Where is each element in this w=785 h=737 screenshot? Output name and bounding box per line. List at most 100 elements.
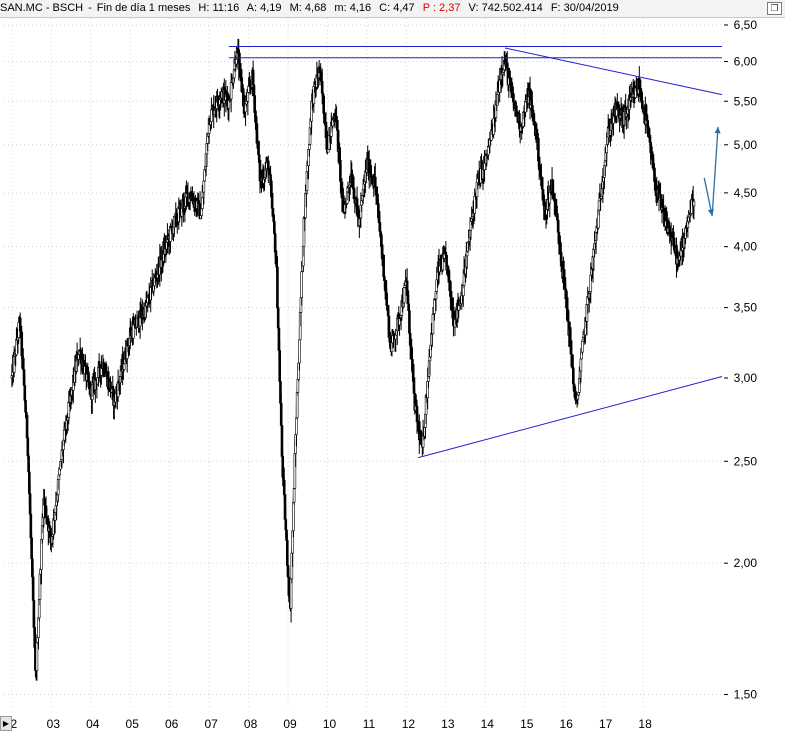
candle-body	[405, 280, 409, 296]
chart-header: SAN.MC - BSCH - Fin de día 1 meses H: 11:1…	[0, 0, 785, 18]
candle-body	[289, 578, 293, 609]
candle-body	[30, 537, 33, 560]
trend-line	[504, 47, 723, 96]
high-value: 4,68	[304, 2, 327, 14]
candle-body	[292, 501, 295, 532]
symbol-label: SAN.MC - BSCH	[0, 2, 84, 14]
period-label: Fin de día 1 meses	[96, 2, 191, 14]
candle-body	[235, 58, 238, 65]
price-chart: 6,50 6,00 5,50 5,00 4,50 4,00 3,50 3,00 2,50 2,00…	[4, 18, 757, 710]
time-value: 11:16	[212, 2, 240, 14]
y-tick-label: 5,50	[734, 94, 758, 108]
candle-body	[373, 176, 377, 188]
p-value: 2,37	[439, 2, 461, 14]
chart-area: 6,50 6,00 5,50 5,00 4,50 4,00 3,50 3,00 2,50 2,00…	[0, 18, 785, 714]
close-label: C:	[379, 2, 391, 14]
date-value: 30/04/2019	[563, 2, 619, 14]
x-tick-label: 11	[363, 717, 376, 731]
candle-body	[279, 402, 283, 426]
candle-body	[202, 180, 206, 193]
candle-body	[21, 357, 25, 370]
x-tick-label: 10	[323, 717, 337, 731]
candle-body	[49, 527, 52, 538]
x-tick-label: 03	[47, 717, 61, 731]
candle-body	[565, 290, 568, 309]
projection-arrow	[703, 126, 719, 216]
annotations	[228, 46, 723, 459]
volume-value: 742.502.414	[481, 2, 543, 14]
candle-body	[292, 488, 296, 503]
y-tick-label: 2,50	[734, 454, 758, 468]
x-tick-label: 09	[283, 717, 297, 731]
x-tick-label: 04	[86, 717, 100, 731]
trend-line	[418, 376, 723, 459]
y-tick-label: 5,00	[734, 138, 758, 152]
low-label: m:	[334, 2, 347, 14]
y-tick-label: 6,50	[734, 18, 758, 32]
candle-body	[295, 391, 299, 419]
y-tick-label: 1,50	[734, 688, 758, 702]
x-tick-label: 15	[520, 717, 534, 731]
y-tick-label: 2,00	[734, 556, 758, 570]
candle-body	[300, 271, 303, 299]
x-tick-label: 2	[11, 717, 18, 731]
y-tick-label: 6,00	[734, 55, 758, 69]
candle-body	[238, 63, 242, 71]
y-tick-label: 4,00	[734, 240, 758, 254]
candle-body	[298, 339, 301, 364]
candle-body	[410, 347, 414, 360]
scroll-left-button[interactable]: ▶	[0, 716, 12, 731]
candle-body	[387, 315, 391, 338]
x-tick-label: 08	[244, 717, 258, 731]
candle-body	[201, 197, 204, 209]
restore-window-button[interactable]: ❐	[767, 2, 782, 15]
y-tick-label: 3,50	[734, 301, 758, 315]
x-axis-bar: ▶ 2 03 04 05 06 07 08 09 10 11 12 13 14 15 16 17 18	[0, 714, 785, 732]
open-label: A:	[246, 2, 258, 14]
candle-body	[339, 160, 342, 182]
candle-body	[336, 119, 339, 131]
candle-body	[210, 109, 213, 122]
x-tick-label: 13	[441, 717, 455, 731]
arrow-head-icon	[714, 126, 721, 134]
x-tick-label: 16	[560, 717, 574, 731]
x-tick-label: 14	[481, 717, 495, 731]
candle-body	[35, 642, 39, 671]
date-label: F:	[550, 2, 561, 14]
candle-body	[402, 287, 406, 304]
candle-body	[295, 417, 298, 435]
x-tick-label: 07	[204, 717, 218, 731]
candle-body	[597, 200, 601, 211]
separator: -	[88, 2, 92, 14]
y-tick-label: 4,50	[734, 186, 758, 200]
x-tick-label: 12	[402, 717, 416, 731]
x-tick-label: 05	[126, 717, 140, 731]
x-tick-label: 06	[165, 717, 179, 731]
candle-body	[562, 269, 566, 285]
high-label: M:	[289, 2, 302, 14]
candle-body	[431, 314, 435, 335]
candle-body	[394, 334, 398, 340]
candle-body	[40, 538, 43, 570]
candle-body	[355, 198, 359, 209]
open-value: 4,19	[260, 2, 282, 14]
arrow-head-icon	[707, 208, 714, 216]
candle-body	[276, 266, 279, 309]
candle-body	[229, 82, 233, 100]
close-value: 4,47	[393, 2, 415, 14]
time-label: H:	[198, 2, 210, 14]
candle-body	[131, 324, 135, 339]
candle-body	[692, 200, 696, 207]
y-tick-label: 3,00	[734, 371, 758, 385]
volume-label: V:	[468, 2, 479, 14]
candles	[10, 38, 696, 681]
candle-body	[246, 91, 250, 102]
candle-body	[62, 429, 66, 441]
y-axis: 6,50 6,00 5,50 5,00 4,50 4,00 3,50 3,00 2,50 2,00…	[724, 18, 757, 702]
x-axis: 2 03 04 05 06 07 08 09 10 11 12 13 14 15 16 17 18	[11, 717, 653, 731]
x-tick-label: 18	[638, 717, 652, 731]
x-tick-label: 17	[599, 717, 613, 731]
candle-body	[408, 333, 412, 346]
low-value: 4,16	[349, 2, 372, 14]
